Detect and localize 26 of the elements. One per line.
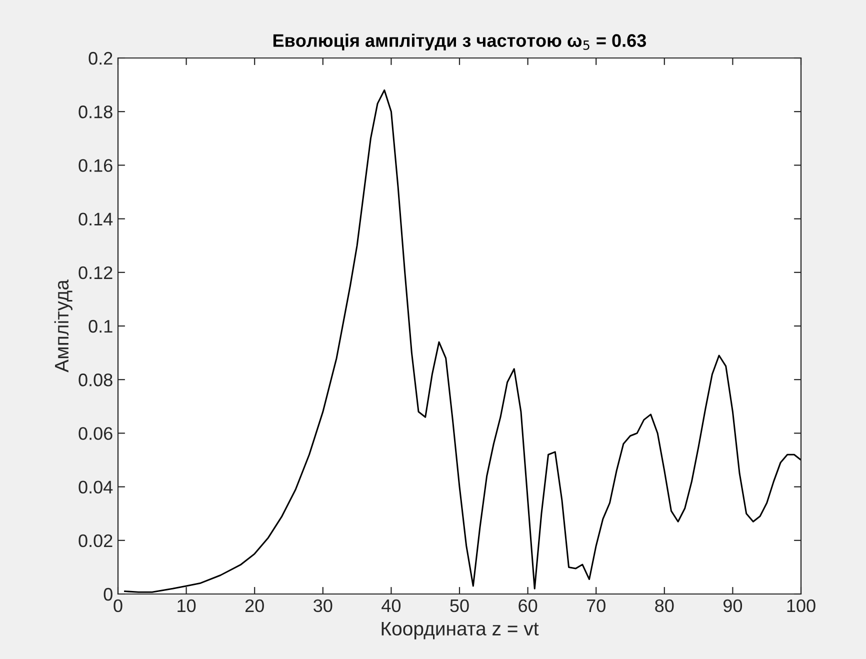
x-tick-label: 90: [724, 599, 742, 612]
y-tick-label: 0.18: [78, 106, 112, 118]
x-tick-label: 10: [178, 599, 196, 612]
x-tick-label: 0: [114, 599, 122, 612]
y-tick-label: 0.02: [78, 534, 112, 548]
y-axis-title: Амплітуда: [54, 280, 72, 372]
x-tick-label: 50: [450, 599, 469, 612]
y-tick-label: 0.14: [78, 212, 113, 226]
line-series: [124, 89, 801, 593]
y-tick-label: 0.04: [78, 480, 113, 494]
y-tick-label: 0.08: [78, 374, 112, 386]
y-tick-label: 0.12: [78, 266, 112, 280]
x-tick-label: 80: [655, 599, 674, 612]
y-tick-label: 0.16: [78, 159, 112, 172]
y-tick-label: 0.06: [78, 427, 112, 440]
chart-title: Еволюція амплітуди з частотою ω$_{5}$ = 0.63: [273, 34, 646, 51]
y-tick-label: 0.2: [88, 52, 112, 65]
x-tick-label: 60: [518, 599, 538, 612]
x-tick-label: 20: [245, 599, 264, 612]
x-tick-label: 100: [787, 599, 816, 612]
x-tick-label: 30: [314, 599, 332, 612]
y-tick-label: 0: [104, 588, 112, 601]
y-tick-label: 0.1: [88, 320, 112, 333]
x-tick-label: 40: [382, 599, 401, 612]
x-tick-label: 70: [586, 599, 606, 612]
x-axis-title: Координата z = vt: [382, 622, 539, 640]
